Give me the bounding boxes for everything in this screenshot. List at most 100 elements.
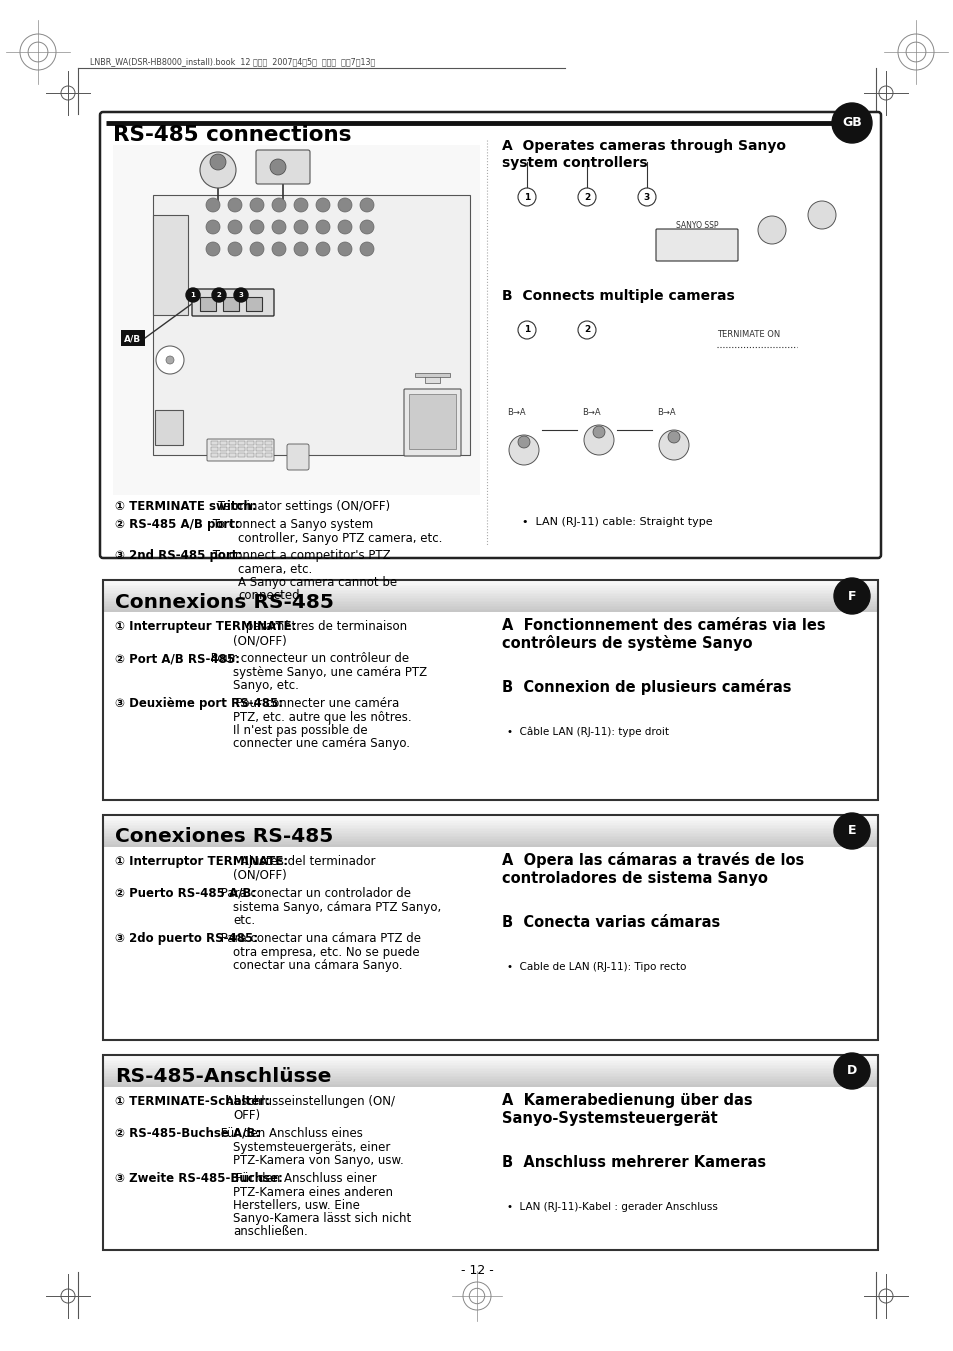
Text: LNBR_WA(DSR-HB8000_install).book  12 ページ  2007年4月5日  木曜日  午後7時13分: LNBR_WA(DSR-HB8000_install).book 12 ページ … xyxy=(90,58,375,66)
Text: PTZ-Kamera von Sanyo, usw.: PTZ-Kamera von Sanyo, usw. xyxy=(233,1154,403,1167)
Bar xyxy=(103,840,877,842)
Circle shape xyxy=(833,1052,869,1089)
Text: D: D xyxy=(846,1065,856,1078)
Bar xyxy=(103,600,877,601)
Text: Para conectar un controlador de: Para conectar un controlador de xyxy=(216,888,411,900)
Text: 2: 2 xyxy=(583,326,590,335)
Bar xyxy=(103,601,877,603)
Bar xyxy=(265,453,272,457)
Text: ③ 2nd RS-485 port:: ③ 2nd RS-485 port: xyxy=(115,549,242,562)
Bar xyxy=(103,596,877,597)
Bar xyxy=(229,440,235,444)
Circle shape xyxy=(166,357,173,363)
Circle shape xyxy=(359,220,374,234)
Circle shape xyxy=(593,426,604,438)
Text: B→A: B→A xyxy=(581,408,600,417)
Bar xyxy=(103,1059,877,1062)
Bar xyxy=(103,1055,877,1056)
Text: B  Connexion de plusieurs caméras: B Connexion de plusieurs caméras xyxy=(501,680,791,694)
Bar xyxy=(103,834,877,836)
Bar xyxy=(103,1081,877,1082)
Circle shape xyxy=(667,431,679,443)
Text: système Sanyo, une caméra PTZ: système Sanyo, une caméra PTZ xyxy=(233,666,427,680)
Text: B  Connects multiple cameras: B Connects multiple cameras xyxy=(501,289,734,303)
Circle shape xyxy=(270,159,286,176)
Circle shape xyxy=(228,242,242,255)
Text: RS-485-Anschlüsse: RS-485-Anschlüsse xyxy=(115,1067,331,1086)
Circle shape xyxy=(294,220,308,234)
Text: A Sanyo camera cannot be: A Sanyo camera cannot be xyxy=(237,576,396,589)
Bar xyxy=(247,453,253,457)
Bar xyxy=(103,1070,877,1071)
Bar xyxy=(103,1073,877,1074)
Bar xyxy=(103,584,877,585)
Text: RS-485 connections: RS-485 connections xyxy=(112,126,351,145)
Text: To connect a Sanyo system: To connect a Sanyo system xyxy=(209,517,373,531)
Circle shape xyxy=(272,242,286,255)
Text: Conexiones RS-485: Conexiones RS-485 xyxy=(115,828,333,847)
Text: PTZ, etc. autre que les nôtres.: PTZ, etc. autre que les nôtres. xyxy=(233,711,411,724)
Text: sistema Sanyo, cámara PTZ Sanyo,: sistema Sanyo, cámara PTZ Sanyo, xyxy=(233,901,441,915)
Bar xyxy=(265,447,272,451)
Circle shape xyxy=(200,153,235,188)
Bar xyxy=(103,607,877,609)
Bar xyxy=(415,373,450,377)
Text: Herstellers, usw. Eine: Herstellers, usw. Eine xyxy=(233,1198,359,1212)
Bar xyxy=(103,1079,877,1081)
Bar xyxy=(152,215,188,315)
Bar xyxy=(255,453,263,457)
Bar xyxy=(103,611,877,612)
Text: ② RS-485 A/B port:: ② RS-485 A/B port: xyxy=(115,517,239,531)
Text: (ON/OFF): (ON/OFF) xyxy=(233,634,287,647)
Text: 1: 1 xyxy=(191,292,195,299)
Text: ② RS-485-Buchse A/B:: ② RS-485-Buchse A/B: xyxy=(115,1127,260,1140)
Text: camera, etc.: camera, etc. xyxy=(237,563,312,576)
Circle shape xyxy=(758,216,785,245)
Text: A  Kamerabedienung über das: A Kamerabedienung über das xyxy=(501,1093,752,1108)
Bar xyxy=(103,585,877,586)
Bar xyxy=(103,1067,877,1070)
Circle shape xyxy=(250,242,264,255)
Bar xyxy=(255,447,263,451)
Text: - 12 -: - 12 - xyxy=(460,1263,493,1277)
Text: Para conectar una cámara PTZ de: Para conectar una cámara PTZ de xyxy=(216,932,420,944)
Text: A  Fonctionnement des caméras via les: A Fonctionnement des caméras via les xyxy=(501,617,824,634)
Bar xyxy=(200,297,215,311)
Text: •  LAN (RJ-11)-Kabel : gerader Anschluss: • LAN (RJ-11)-Kabel : gerader Anschluss xyxy=(506,1202,717,1212)
Circle shape xyxy=(517,436,530,449)
Text: ③ Deuxième port RS-485:: ③ Deuxième port RS-485: xyxy=(115,697,283,711)
Circle shape xyxy=(517,322,536,339)
Bar xyxy=(103,1085,877,1088)
Bar xyxy=(154,409,183,444)
Bar xyxy=(103,605,877,607)
Bar xyxy=(103,1075,877,1077)
Text: paramètres de terminaison: paramètres de terminaison xyxy=(242,620,407,634)
Bar xyxy=(103,821,877,823)
Text: A  Opera las cámaras a través de los: A Opera las cámaras a través de los xyxy=(501,852,803,867)
Circle shape xyxy=(359,242,374,255)
Text: A/B: A/B xyxy=(124,335,141,343)
Bar xyxy=(103,1056,877,1058)
Text: F: F xyxy=(847,589,856,603)
Circle shape xyxy=(294,199,308,212)
Bar xyxy=(121,330,145,346)
Bar xyxy=(103,815,877,1040)
Bar xyxy=(247,447,253,451)
Circle shape xyxy=(250,220,264,234)
Text: •  Câble LAN (RJ-11): type droit: • Câble LAN (RJ-11): type droit xyxy=(506,727,668,738)
Bar xyxy=(103,846,877,847)
Bar xyxy=(220,440,227,444)
Circle shape xyxy=(210,154,226,170)
Bar xyxy=(103,815,877,816)
Text: Connexions RS-485: Connexions RS-485 xyxy=(115,593,334,612)
Circle shape xyxy=(212,288,226,303)
FancyBboxPatch shape xyxy=(192,289,274,316)
Bar xyxy=(103,1055,877,1250)
FancyBboxPatch shape xyxy=(255,150,310,184)
Bar xyxy=(103,580,877,800)
Bar xyxy=(103,1066,877,1067)
Bar xyxy=(112,145,479,494)
Text: 3: 3 xyxy=(643,192,649,201)
Circle shape xyxy=(517,188,536,205)
Bar xyxy=(103,842,877,844)
